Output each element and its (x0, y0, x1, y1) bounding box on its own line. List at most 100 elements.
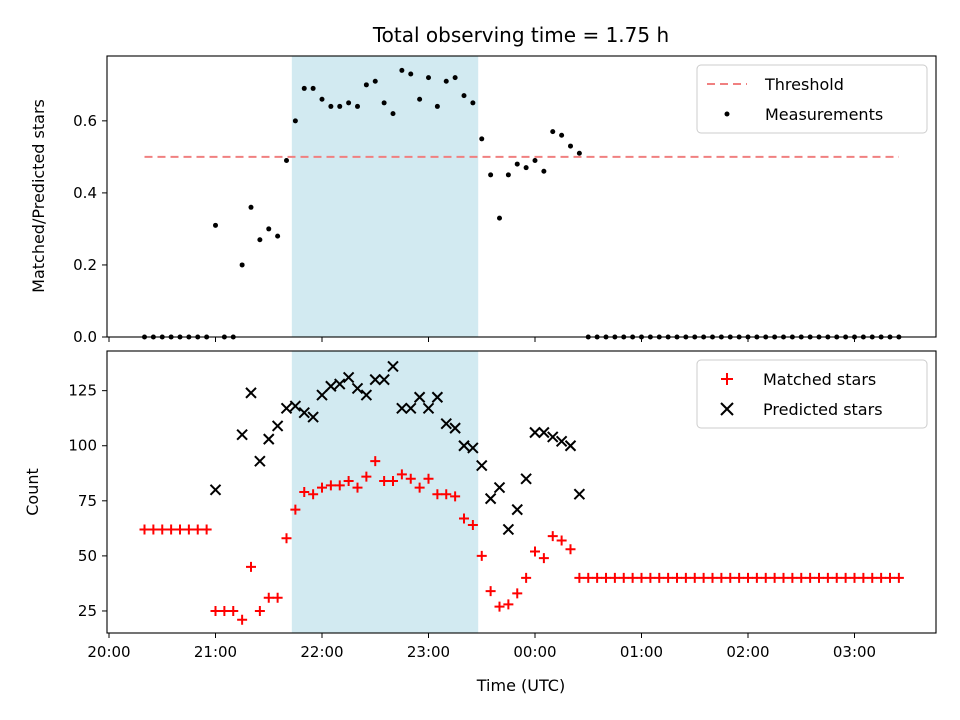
matched-point (290, 504, 301, 515)
matched-point (867, 572, 878, 583)
matched-point (254, 605, 265, 616)
measurement-point (479, 136, 485, 142)
matched-point (885, 572, 895, 583)
matched-point (476, 550, 487, 561)
matched-point (831, 572, 842, 583)
matched-point (609, 572, 620, 583)
matched-point (272, 592, 283, 603)
legend-predicted-label: Predicted stars (763, 400, 883, 419)
predicted-point (271, 420, 284, 432)
matched-point (388, 475, 398, 486)
top-ytick-label: 0.4 (73, 184, 97, 202)
predicted-point (289, 400, 302, 412)
predicted-point (564, 440, 577, 452)
predicted-point (431, 391, 444, 403)
predicted-point (236, 429, 248, 441)
matched-point (263, 592, 274, 603)
matched-point (725, 572, 736, 583)
matched-point (210, 605, 221, 616)
matched-point (663, 572, 674, 583)
matched-point (680, 572, 691, 583)
matched-point (512, 588, 523, 599)
legend-threshold-label: Threshold (764, 75, 844, 94)
predicted-point (396, 402, 408, 414)
measurement-point (381, 100, 387, 106)
matched-point (450, 491, 461, 502)
matched-point (175, 524, 185, 535)
measurement-point (426, 75, 431, 81)
matched-point (592, 572, 603, 583)
chart-title: Total observing time = 1.75 h (372, 23, 669, 47)
matched-point (166, 524, 177, 535)
matched-point (822, 572, 833, 583)
predicted-point (387, 360, 399, 373)
predicted-point (476, 459, 488, 472)
measurement-point (301, 85, 307, 91)
matched-point (379, 475, 390, 486)
bottom-ytick-label: 125 (68, 382, 97, 400)
bottom-ytick-label: 25 (78, 602, 97, 620)
measurement-point (470, 100, 476, 106)
measurement-point (257, 237, 263, 243)
measurement-point (337, 103, 343, 109)
bottom-axes-frame (106, 350, 937, 634)
matched-point (707, 572, 718, 583)
legend-measurements-label: Measurements (765, 105, 883, 124)
predicted-point (467, 442, 479, 454)
matched-point (601, 572, 611, 583)
measurement-point (292, 118, 298, 124)
matched-point (627, 572, 638, 583)
measurement-point (550, 129, 556, 135)
matched-point (157, 524, 168, 535)
bottom-xtick-label: 03:00 (833, 643, 876, 661)
top-ytick-label: 0.0 (73, 328, 97, 346)
measurement-point (239, 262, 245, 268)
predicted-point (502, 523, 515, 536)
matched-point (201, 524, 212, 535)
legend-matched-label: Matched stars (763, 370, 876, 389)
matched-point (414, 482, 425, 493)
top-legend: Threshold Measurements (696, 64, 928, 134)
measurement-point (568, 143, 573, 149)
matched-point (237, 614, 248, 625)
measurement-point (505, 172, 511, 178)
predicted-point (573, 488, 586, 500)
predicted-point (360, 389, 373, 401)
measurement-point (452, 75, 458, 81)
measurement-point (523, 165, 529, 171)
matched-point (716, 572, 727, 583)
matched-point (530, 546, 540, 557)
matched-point (494, 601, 505, 612)
matched-point (583, 572, 594, 583)
matched-point (485, 586, 496, 597)
matched-point (547, 531, 558, 542)
predicted-point (511, 503, 523, 516)
measurements-series (142, 67, 902, 340)
bottom-xtick-label: 23:00 (407, 643, 450, 661)
measurement-point (355, 103, 360, 109)
predicted-point (307, 411, 319, 423)
predicted-point (280, 402, 293, 414)
predicted-point (334, 378, 346, 390)
bottom-ytick-label: 50 (78, 547, 97, 565)
matched-point (698, 572, 709, 583)
matched-series (139, 456, 904, 625)
matched-point (325, 480, 336, 491)
measurement-point (443, 78, 449, 84)
predicted-point (440, 417, 452, 430)
matched-point (734, 572, 745, 583)
predicted-point (351, 382, 364, 395)
matched-point (751, 572, 762, 583)
predicted-point (378, 373, 390, 386)
measurement-point (319, 96, 325, 102)
predicted-point (413, 391, 426, 403)
matched-point (565, 544, 576, 555)
matched-point (361, 471, 372, 482)
matched-point (343, 475, 354, 486)
matched-point (139, 524, 150, 535)
matched-point (689, 572, 700, 583)
matched-point (503, 599, 514, 610)
measurement-point (461, 93, 467, 99)
measurement-point (497, 215, 502, 221)
